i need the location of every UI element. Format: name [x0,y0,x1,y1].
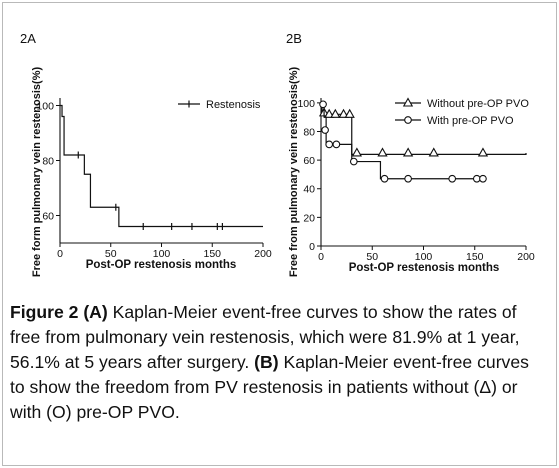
panel-2b-label: 2B [286,31,302,46]
panel-2b-series-with-pre-op-pvo-point [319,100,327,109]
panel-2b-series-without-pre-op-pvo-point [351,147,363,157]
panel-2b-y-axis-label: Free from pulmonary vein restenosis(%) [288,67,300,278]
panel-2b-series-without-pre-op-pvo-point [477,147,489,157]
panel-2b-y-tick-label: 100 [297,98,315,110]
panel-2b-x-tick-label: 100 [415,251,433,263]
panel-2b-series-without-pre-op-pvo-point [377,147,388,157]
panel-2b-x-tick-label: 50 [366,251,378,263]
panel-2a-label: 2A [20,31,36,46]
panel-2a-y-axis-label: Free form pulmonary vein restenosis(%) [31,67,43,278]
panel-2a-series-restenosis-line [60,104,263,228]
panel-2a-x-tick-label: 200 [254,248,272,260]
panel-2b-series-without-pre-op-pvo-legend-marker [402,97,414,107]
panel-2a-y-tick-label: 60 [42,211,54,223]
caption-a-text: Kaplan-Meier event-free curves to show t… [10,302,520,372]
panel-2b-series-without-pre-op-pvo-point [402,147,414,157]
panel-2a-x-tick-label: 50 [105,248,117,260]
panel-2b-x-tick-label: 200 [517,251,535,263]
panel-2a-x-axis-label: Post-OP restenosis months [86,259,237,271]
panel-2b-y-tick-label: 0 [309,241,315,253]
panel-2b-series-without-pre-op-pvo-point [324,108,335,118]
panel-2b-series-with-pre-op-pvo-legend-label: With pre-OP PVO [427,115,514,127]
figure-caption: Figure 2 (A) Kaplan-Meier event-free cur… [10,300,545,425]
panel-2b-series-with-pre-op-pvo-point [448,174,457,183]
panel-2b-series-without-pre-op-pvo-point [330,108,341,118]
panel-2b-y-tick-label: 80 [303,126,315,138]
panel-2b-x-tick-label: 150 [466,251,484,263]
panel-2b-series-with-pre-op-pvo-point [332,140,341,149]
panel-2a-x-tick-label: 100 [153,248,171,260]
panel-2b-series-with-pre-op-pvo-point [479,174,487,183]
panel-2b-series-without-pre-op-pvo-point [338,108,349,118]
panel-2b-series-with-pre-op-pvo-point [325,140,334,149]
caption-b-label: (B) [254,352,279,372]
panel-2b-series-with-pre-op-pvo-legend-marker [404,116,412,124]
panel-2a-y-tick-label: 100 [36,101,54,113]
panel-2b-x-axis-label: Post-OP restenosis months [349,262,500,274]
panel-2b-series-without-pre-op-pvo-point [428,147,439,157]
panel-2b-y-tick-label: 60 [303,155,315,167]
panel-2b-y-tick-label: 40 [303,184,315,196]
panel-2a-y-tick-label: 80 [42,156,54,168]
panel-2b-series-with-pre-op-pvo-point [404,174,412,183]
panel-2a-x-tick-label: 0 [57,248,63,260]
panel-2b-x-tick-label: 0 [318,251,324,263]
panel-2b-series-without-pre-op-pvo-legend-label: Without pre-OP PVO [427,98,529,110]
caption-b-text: Kaplan-Meier event-free curves to show t… [10,352,529,422]
panel-2a-x-tick-label: 150 [203,248,221,260]
panel-2b-series-with-pre-op-pvo-point [321,126,329,134]
caption-a-label: Figure 2 (A) [10,302,108,322]
panel-2a-series-restenosis-legend-label: Restenosis [206,99,261,111]
panel-2b-y-tick-label: 20 [303,212,315,224]
panel-2b-series-without-pre-op-pvo-point [344,108,355,118]
panel-2b-series-with-pre-op-pvo-point [380,174,389,183]
panel-2b-series-with-pre-op-pvo-point [349,157,358,166]
